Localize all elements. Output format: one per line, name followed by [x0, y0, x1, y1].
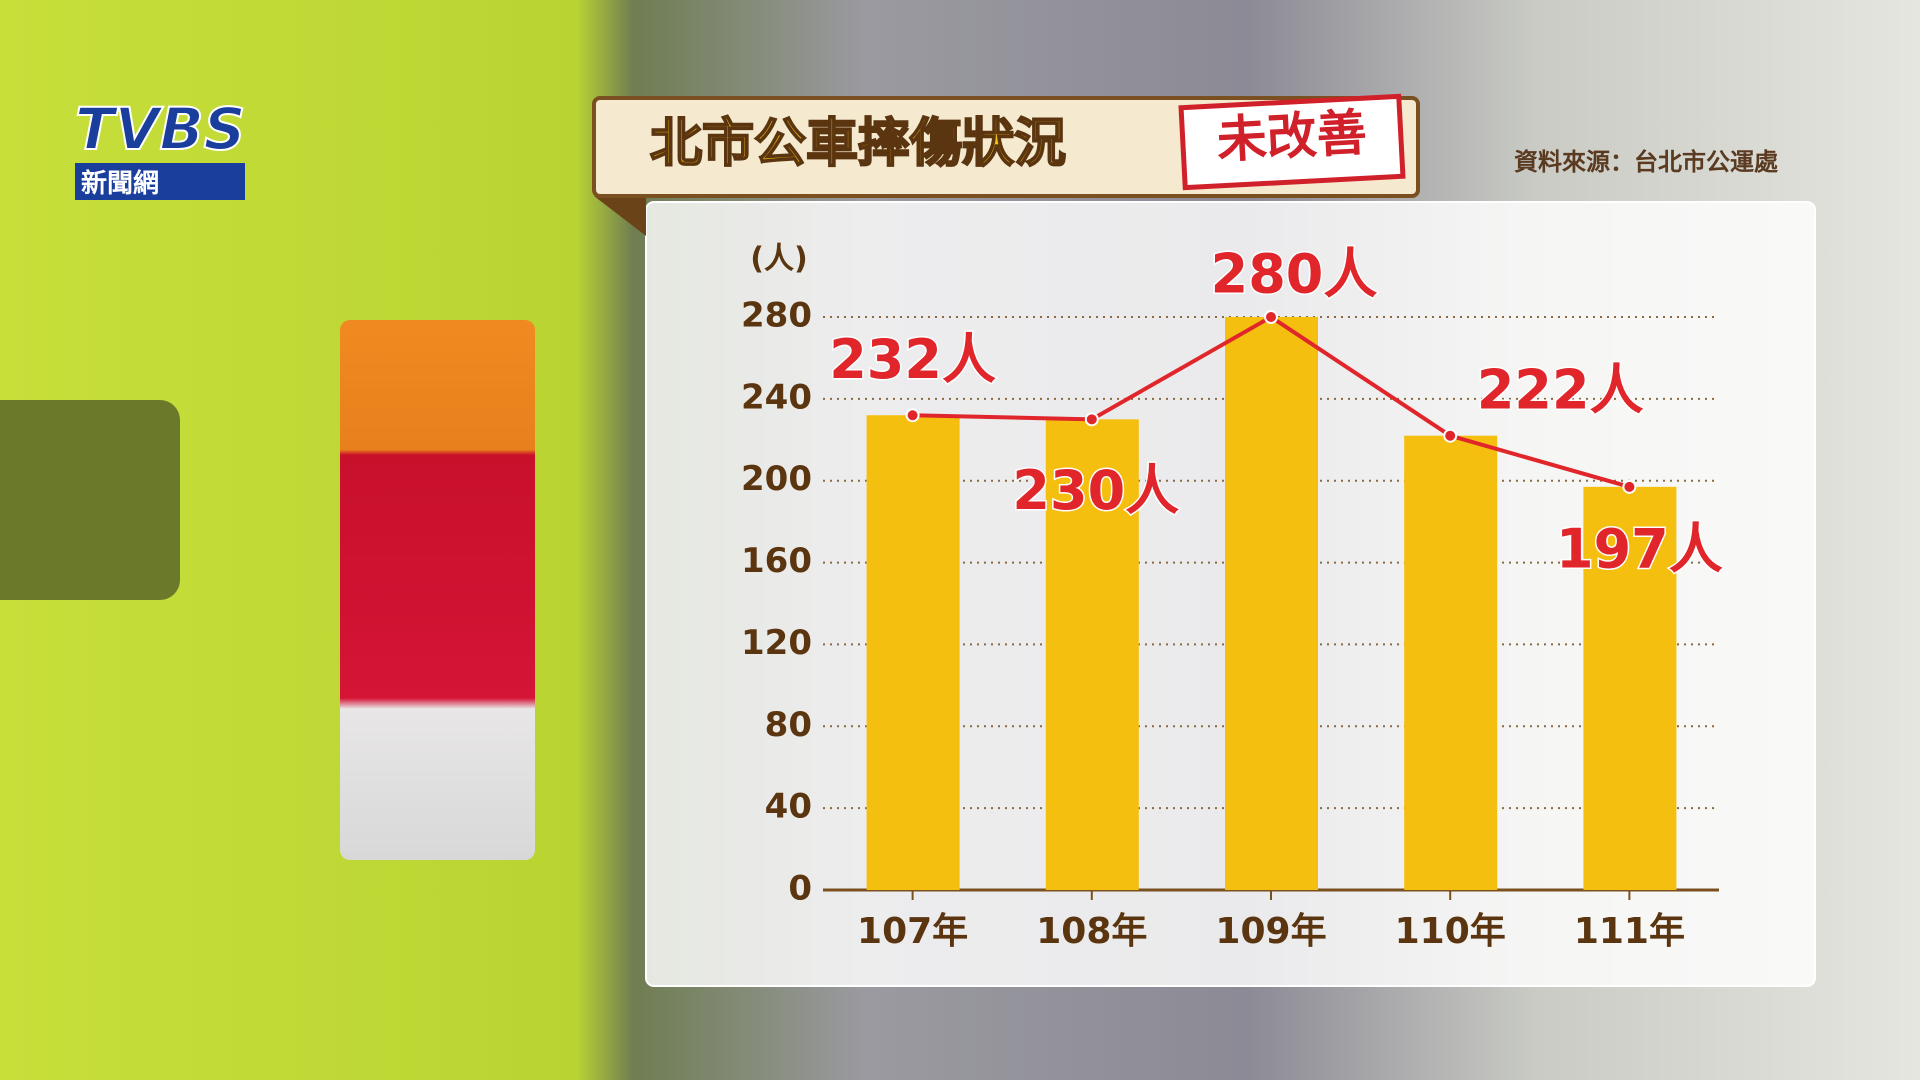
bar — [1225, 317, 1318, 890]
badge-box — [1178, 93, 1406, 191]
point — [1443, 428, 1458, 443]
value-label: 197人 — [1556, 517, 1723, 580]
y-tick-label: 120 — [741, 623, 812, 663]
y-axis-label: (人) — [750, 242, 807, 277]
x-tick-label: 107年 — [857, 911, 968, 952]
point — [1084, 412, 1099, 427]
y-tick-label: 40 — [765, 787, 812, 827]
bar — [866, 415, 960, 890]
point — [905, 408, 920, 423]
point — [1264, 310, 1278, 324]
x-tick-label: 109年 — [1215, 911, 1326, 952]
logo: TVBS 新聞網 — [74, 94, 246, 200]
bar — [1045, 419, 1139, 890]
value-label: 230人 — [1012, 459, 1179, 522]
bar — [1583, 486, 1677, 890]
value-label: 222人 — [1477, 358, 1644, 421]
value-label: 280人 — [1211, 243, 1378, 306]
y-tick-label: 200 — [741, 459, 812, 499]
logo-subtitle: 新聞網 — [75, 163, 246, 200]
bus-grille — [0, 400, 180, 600]
logo-name: TVBS — [74, 94, 246, 164]
badge: 未改善 — [1215, 104, 1368, 170]
x-tick-label: 110年 — [1395, 911, 1506, 952]
source-note: 資料來源：台北市公運處 — [1514, 148, 1778, 176]
x-tick-label: 108年 — [1036, 911, 1147, 952]
y-tick-label: 240 — [741, 377, 812, 417]
bar — [1404, 435, 1498, 890]
y-tick-label: 280 — [741, 296, 812, 336]
y-tick-label: 0 — [788, 869, 812, 909]
y-tick-label: 80 — [765, 705, 812, 745]
value-label: 232人 — [829, 328, 996, 391]
y-tick-label: 160 — [741, 541, 812, 581]
point — [1622, 479, 1637, 494]
banner-fold — [594, 196, 646, 236]
bus-lights — [340, 320, 535, 860]
x-tick-label: 111年 — [1574, 911, 1685, 952]
chart-title: 北市公車摔傷狀況 — [650, 114, 1066, 174]
